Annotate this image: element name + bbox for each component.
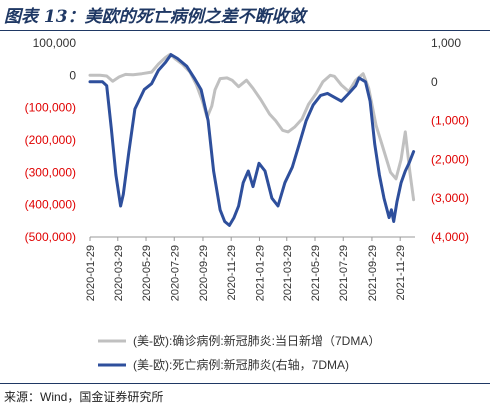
left-tick-label: (200,000) [25, 133, 76, 147]
right-tick-label: 0 [431, 75, 438, 89]
series-deaths-line [88, 53, 416, 227]
x-tick-label: 2020-05-29 [141, 245, 153, 301]
source-note: 来源：Wind，国金证券研究所 [4, 390, 164, 404]
right-tick-label: (4,000) [431, 230, 469, 244]
x-tick-label: 2021-01-29 [254, 245, 266, 301]
x-tick-label: 2020-07-29 [169, 245, 181, 301]
x-tick-label: 2021-09-29 [367, 245, 379, 301]
left-tick-label: (100,000) [25, 101, 76, 115]
legend-label: (美-欧):确诊病例:新冠肺炎:当日新增（7DMA） [133, 333, 380, 348]
right-tick-label: (3,000) [431, 191, 469, 205]
legend: (美-欧):确诊病例:新冠肺炎:当日新增（7DMA） (美-欧):死亡病例:新冠肺… [98, 333, 380, 372]
right-axis-ticks: 1,000 0 (1,000) (2,000) (3,000) (4,000) [431, 36, 469, 244]
x-tick-label: 2020-09-29 [198, 245, 210, 301]
left-tick-label: (300,000) [25, 165, 76, 179]
x-tick-label: 2021-03-29 [282, 245, 294, 301]
page-title: 图表 13：美欧的死亡病例之差不断收敛 [4, 7, 306, 27]
x-tick-label: 2021-11-29 [395, 245, 407, 300]
footer-divider [0, 383, 490, 384]
title-divider [0, 30, 490, 31]
legend-label: (美-欧):死亡病例:新冠肺炎(右轴，7DMA) [133, 357, 349, 372]
x-axis-ticks: 2020-01-29 2020-03-29 2020-05-29 2020-07-29… [85, 237, 407, 301]
right-tick-label: (1,000) [431, 114, 469, 128]
x-tick-label: 2020-11-29 [226, 245, 238, 300]
left-tick-label: (400,000) [25, 198, 76, 212]
x-tick-label: 2021-05-29 [310, 245, 322, 301]
left-tick-label: 0 [69, 68, 76, 82]
right-tick-label: 1,000 [431, 36, 461, 50]
left-tick-label: 100,000 [33, 36, 77, 50]
left-axis-ticks: 100,000 0 (100,000) (200,000) (300,000) (400,… [25, 36, 77, 244]
right-tick-label: (2,000) [431, 152, 469, 166]
x-tick-label: 2020-03-29 [113, 245, 125, 301]
x-tick-label: 2021-07-29 [338, 245, 350, 301]
left-tick-label: (500,000) [25, 230, 76, 244]
x-tick-label: 2020-01-29 [85, 245, 97, 301]
series-layer [88, 52, 416, 227]
